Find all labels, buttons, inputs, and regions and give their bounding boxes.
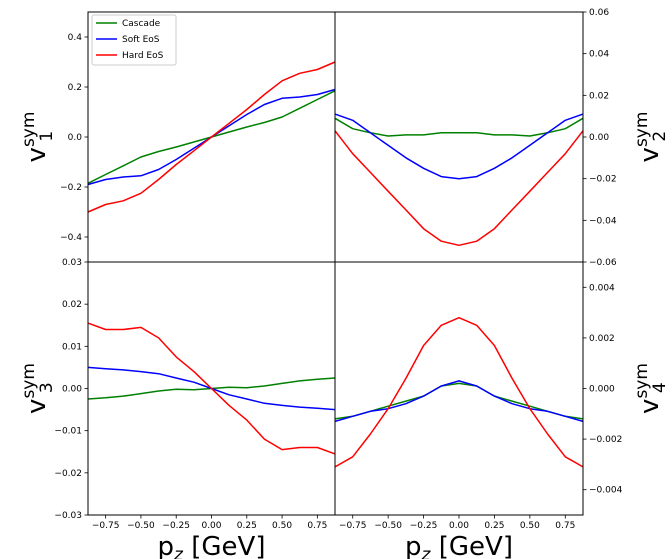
panel-bottom-right-ytick-label: 0.000 — [589, 385, 615, 395]
panel-bottom-right-xlabel-sub: z — [421, 545, 432, 559]
panel-top-right-ytick-label: 0.04 — [589, 50, 609, 60]
panel-bottom-right-ylabel: vsym4 — [632, 363, 670, 414]
panel-bottom-left-ylabel-main: v — [22, 399, 52, 414]
panel-top-right-frame — [334, 11, 584, 263]
panel-bottom-right-ylabel-main: v — [635, 399, 665, 414]
panel-bottom-left-xtick-label: 0.25 — [237, 521, 257, 531]
panel-bottom-left-xtick-label: 0.75 — [307, 521, 327, 531]
panel-bottom-left-xtick-label: −0.25 — [162, 521, 190, 531]
panel-top-left: −0.4 −0.2 0.0 0.2 0.4 vsym1 Cascade Soft EoS Har… — [19, 11, 336, 263]
panel-bottom-right-frame — [334, 261, 584, 516]
panel-top-right-ytick-label: 0.02 — [589, 91, 609, 101]
panel-bottom-right-series-soft-eos — [334, 380, 584, 423]
legend-label-cascade: Cascade — [122, 19, 161, 29]
panel-bottom-left-ylabel-sup: sym — [19, 363, 39, 398]
panel-bottom-left-ytick-label: 0.00 — [62, 385, 82, 395]
panel-bottom-right-xlabel: pz [GeV] — [405, 532, 513, 559]
panel-bottom-right-ytick-label: −0.004 — [589, 486, 623, 496]
panel-bottom-right-xtick-label: 0.50 — [520, 521, 540, 531]
panel-bottom-right-xtick-label: 0.00 — [449, 521, 469, 531]
panel-top-left-ylabel-sup: sym — [19, 112, 39, 147]
panel-bottom-left-xtick-label: −0.50 — [127, 521, 155, 531]
panel-bottom-left-xlabel-sub: z — [173, 545, 184, 559]
panel-top-left-ylabel: vsym1 — [19, 112, 57, 163]
panel-bottom-right-xlabel-main: p — [405, 532, 422, 559]
panel-top-right-ytick-label: 0.06 — [589, 8, 609, 18]
panel-top-right-ytick-label: −0.06 — [589, 258, 617, 268]
panel-bottom-right-xtick-label: 0.25 — [484, 521, 504, 531]
panel-top-left-ytick-label: 0.2 — [68, 83, 82, 93]
panel-bottom-left-xlabel: pz [GeV] — [158, 532, 266, 559]
panel-top-left-ytick-label: −0.2 — [60, 183, 82, 193]
panel-bottom-right-ylabel-sup: sym — [632, 363, 652, 398]
panel-bottom-left-xtick-label: 0.50 — [272, 521, 292, 531]
panel-bottom-left-xtick-label: −0.75 — [92, 521, 120, 531]
legend-label-hard-eos: Hard EoS — [122, 51, 164, 61]
panel-bottom-left-xtick-label: 0.00 — [201, 521, 221, 531]
panel-top-right-ytick-label: −0.02 — [589, 175, 617, 185]
panel-bottom-left-ytick-label: −0.01 — [54, 427, 82, 437]
panel-top-right-ytick-label: −0.04 — [589, 216, 617, 226]
panel-top-left-series-hard-eos — [87, 61, 336, 213]
panel-top-right: −0.06 −0.04 −0.02 0.00 0.02 0.04 0.06 vsym2 — [334, 8, 670, 268]
panel-bottom-right-series-cascade — [334, 382, 584, 420]
panel-bottom-right-ytick-label: 0.004 — [589, 283, 615, 293]
panel-bottom-right-series-hard-eos — [334, 316, 584, 468]
panel-bottom-left: −0.03 −0.02 −0.01 0.00 0.01 0.02 0.03 −0.75 −0.5… — [19, 258, 336, 559]
panel-bottom-left-xlabel-rest: [GeV] — [183, 532, 265, 559]
panel-bottom-right-xtick-label: −0.25 — [410, 521, 438, 531]
panel-bottom-left-ytick-label: 0.01 — [62, 342, 82, 352]
legend: Cascade Soft EoS Hard EoS — [91, 14, 177, 66]
panel-bottom-left-xlabel-main: p — [158, 532, 175, 559]
panel-top-left-ylabel-main: v — [22, 147, 52, 162]
panel-top-right-ylabel-sub: 2 — [650, 131, 670, 142]
panel-bottom-right-ytick-label: −0.002 — [589, 435, 622, 445]
panel-bottom-left-ytick-label: −0.02 — [54, 469, 82, 479]
panel-top-right-ylabel: vsym2 — [632, 112, 670, 163]
panel-bottom-left-ylabel-sub: 3 — [37, 382, 57, 393]
panel-bottom-left-ytick-label: −0.03 — [54, 511, 82, 521]
panel-top-right-series-hard-eos — [334, 130, 584, 247]
panel-top-right-ylabel-main: v — [635, 147, 665, 162]
panel-top-left-ylabel-sub: 1 — [37, 131, 57, 142]
panel-bottom-right-ylabel-sub: 4 — [650, 382, 670, 393]
panel-bottom-right-xtick-label: −0.50 — [374, 521, 402, 531]
panel-top-left-ytick-label: 0.0 — [68, 133, 83, 143]
panel-top-right-series-cascade — [334, 117, 584, 137]
panel-bottom-left-series-hard-eos — [87, 322, 336, 455]
panel-top-right-ytick-label: 0.00 — [589, 133, 609, 143]
panel-top-left-ytick-label: 0.4 — [68, 33, 83, 43]
panel-bottom-right-xtick-label: 0.75 — [555, 521, 575, 531]
legend-box — [91, 14, 177, 66]
panel-bottom-left-ytick-label: 0.03 — [62, 258, 82, 268]
panel-top-left-ytick-label: −0.4 — [60, 233, 82, 243]
panel-top-right-ylabel-sup: sym — [632, 112, 652, 147]
panel-bottom-right-xlabel-rest: [GeV] — [430, 532, 512, 559]
panel-bottom-right-ytick-label: 0.002 — [589, 334, 615, 344]
panel-top-right-series-soft-eos — [334, 113, 584, 180]
legend-label-soft-eos: Soft EoS — [122, 35, 160, 45]
panel-bottom-right-xtick-label: −0.75 — [339, 521, 367, 531]
panel-bottom-left-ylabel: vsym3 — [19, 363, 57, 414]
panel-bottom-left-ytick-label: 0.02 — [62, 300, 82, 310]
